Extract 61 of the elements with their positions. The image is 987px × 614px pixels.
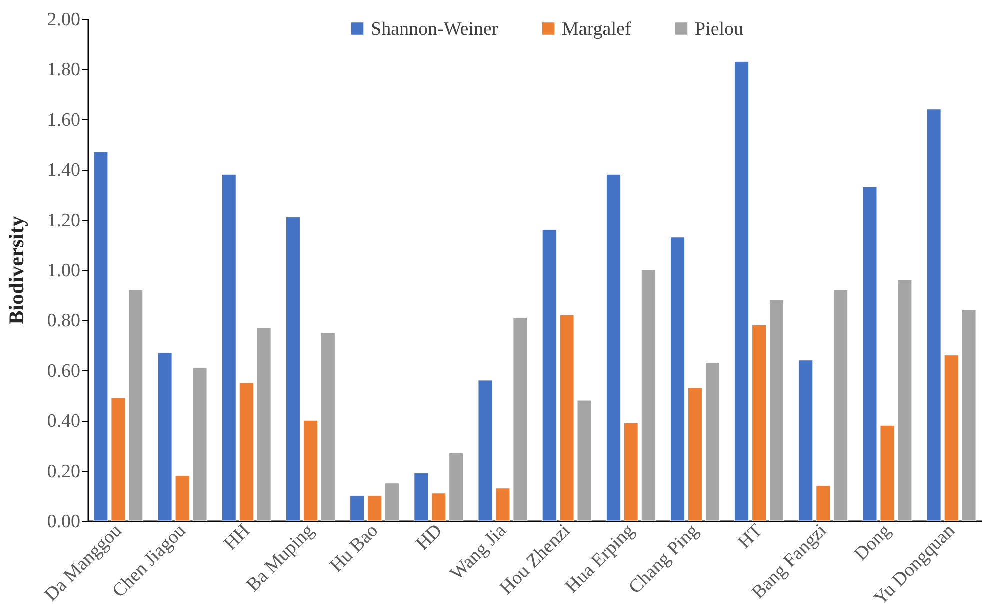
x-tick-label: HH [220,520,255,555]
bar [542,230,557,522]
y-tick-label: 1.20 [47,210,80,232]
bar [962,310,976,522]
bar [385,483,400,522]
bar [816,486,831,522]
bar [350,496,365,522]
bar [414,473,429,522]
bar [286,217,300,522]
y-tick-label: 0.20 [47,461,80,482]
y-tick-label: 0.60 [47,360,80,382]
y-tick-label: 0.80 [47,310,80,332]
bar [670,237,685,522]
y-tick-label: 1.40 [47,160,80,182]
y-tick-label: 0.40 [47,411,80,432]
legend-label: Pielou [695,18,744,40]
bar [624,422,638,522]
x-tick-label: HD [412,520,447,555]
bar [577,400,592,522]
legend-label: Shannon-Weiner [371,18,499,40]
bar [478,380,493,522]
bar [898,280,912,522]
bar [432,493,446,522]
bar [944,355,959,522]
bar [513,317,528,522]
bar [222,174,236,522]
y-tick-label: 1.00 [47,260,80,282]
bar [752,324,767,522]
bar [303,420,318,522]
bar [880,425,895,522]
bar [798,360,814,522]
y-tick-label: 1.60 [47,110,80,131]
y-tick-label: 1.80 [47,60,80,81]
bar [256,327,272,522]
x-tick-label: Hu Bao [326,520,383,577]
bar [94,152,108,522]
y-tick-label: 2.00 [47,10,80,30]
bar [688,388,702,522]
bar [192,368,208,522]
bar [862,186,878,522]
y-tick-label: 0.00 [47,512,80,532]
bar [926,109,942,522]
bar [705,362,720,522]
bar [368,496,382,522]
bar [239,382,254,522]
bar [770,300,784,522]
bar [734,61,750,522]
x-tick-label: HT [734,520,768,554]
bar [560,314,574,522]
bar [111,398,126,522]
bar [834,290,848,522]
bar [320,332,336,522]
bar [641,270,656,522]
legend-label: Margalef [562,18,632,40]
bar [158,352,172,522]
y-axis-title: Biodiversity [4,216,28,325]
bar [128,290,144,522]
bar [175,476,190,522]
bar [496,488,510,522]
bar [606,174,621,522]
bar [449,452,464,522]
